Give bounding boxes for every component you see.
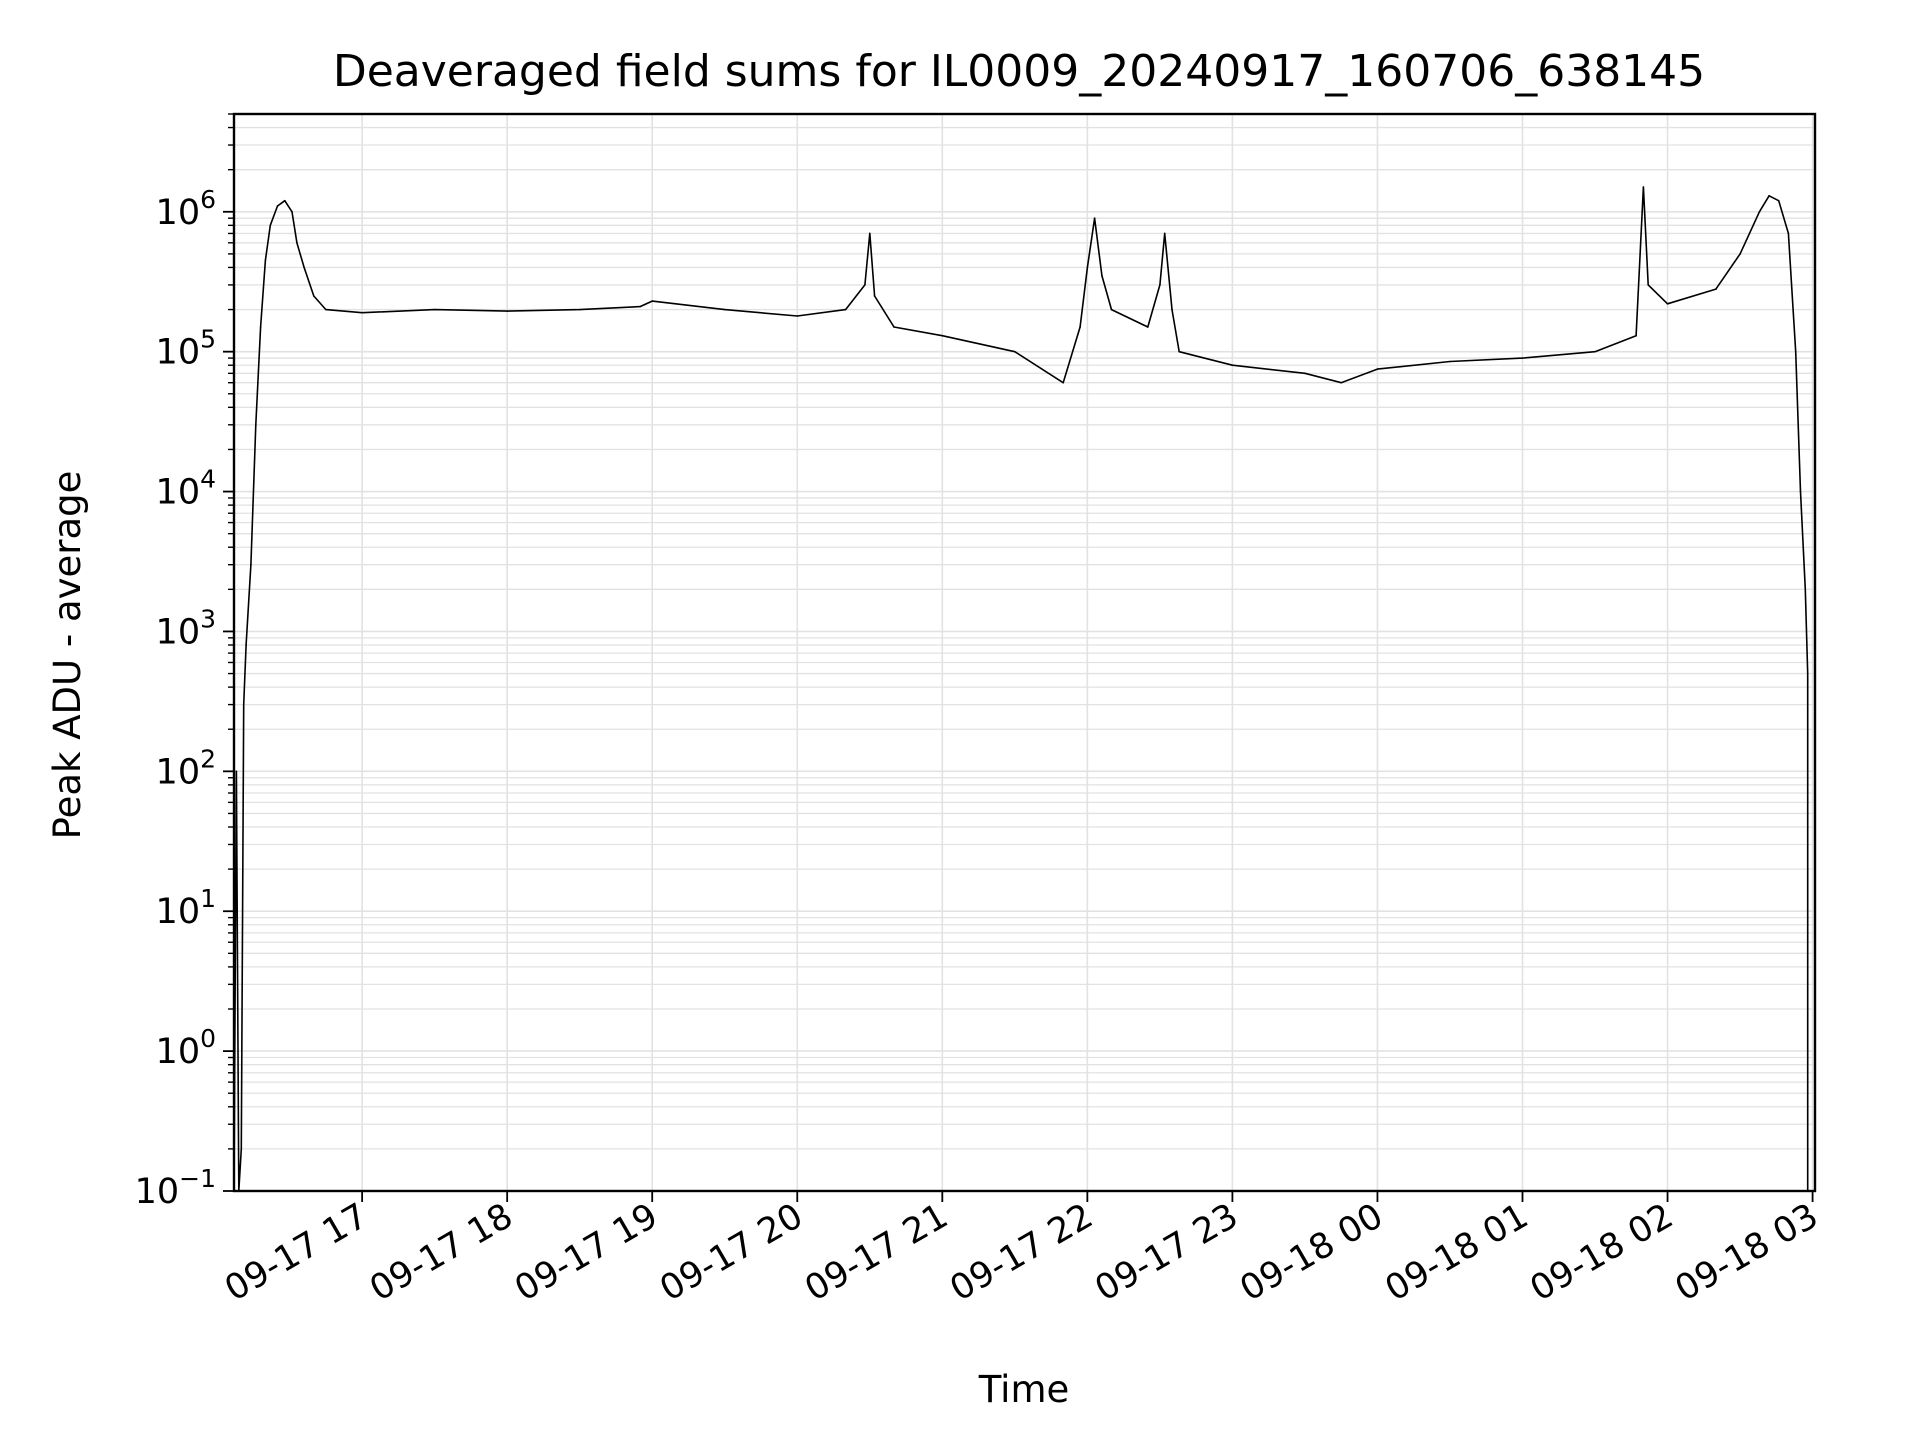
data-point [873,295,876,297]
data-point [1647,284,1649,286]
data-point [1014,350,1016,353]
series-line [233,186,1809,1192]
data-point [276,205,279,207]
data-point [1768,195,1770,197]
data-point [941,334,944,337]
y-axis-label: Peak ADU - average [46,471,89,840]
data-point [1086,266,1089,269]
data-point [1178,350,1180,353]
data-point [1110,308,1113,311]
data-point [639,305,641,308]
data-point [242,703,245,706]
data-point [1787,232,1790,235]
y-tick-label: 105 [156,325,216,373]
data-point [259,326,262,328]
data-point [1231,364,1234,367]
data-point [264,259,267,262]
data-point [296,242,298,244]
data-point [1594,350,1596,353]
data-point [1794,350,1797,353]
data-point [1376,368,1379,370]
y-tick-label: 100 [156,1024,216,1072]
data-point [869,232,871,235]
y-tick-label: 103 [156,604,216,652]
data-point [864,284,866,286]
data-point [1758,211,1761,213]
data-point [284,199,286,202]
data-point [1806,672,1809,675]
data-point [240,1148,243,1150]
data-point [1449,360,1451,363]
data-point [255,424,257,426]
data-point [1777,199,1780,202]
data-point [723,308,726,311]
data-point [235,770,238,773]
data-point [1635,334,1637,337]
data-point [1799,490,1802,493]
data-point [796,315,799,317]
data-point [361,311,363,314]
data-point [1147,326,1149,328]
data-point [1159,284,1161,286]
data-point [1101,274,1103,277]
data-point [1079,326,1081,328]
y-tick-label: 104 [156,465,216,513]
data-point [1739,253,1741,255]
data-point [250,563,252,566]
y-tick-label: 106 [156,185,216,233]
chart-title: Deaveraged field sums for IL0009_2024091… [333,46,1705,97]
data-point [1521,357,1524,359]
y-tick-label: 102 [156,744,216,792]
data-point [325,308,327,311]
data-point [303,266,305,269]
data-point [893,326,895,328]
data-point [1093,217,1096,219]
y-tick-label: 10−1 [135,1164,216,1212]
data-point [313,295,315,297]
data-point [1804,588,1807,591]
data-point [506,310,509,312]
data-point [651,300,653,302]
y-axis: 10−1 100 101 102 103 104 105 106 [135,113,234,1212]
data-point [578,308,581,311]
data-point [269,224,272,227]
data-point [1171,308,1173,311]
data-point [1340,381,1342,384]
data-point [433,308,436,311]
data-point [1163,232,1166,235]
data-point [1062,381,1064,384]
data-point [245,644,247,646]
y-tick-label: 101 [156,884,216,932]
data-point [1304,372,1306,375]
data-point [1715,288,1717,290]
data-point [1666,303,1669,305]
data-point [844,308,847,311]
x-axis-label: Time [978,1368,1070,1411]
series-layer [233,186,1809,1192]
grid-layer [234,113,1815,1192]
data-point [291,211,293,213]
data-point [1642,186,1645,188]
